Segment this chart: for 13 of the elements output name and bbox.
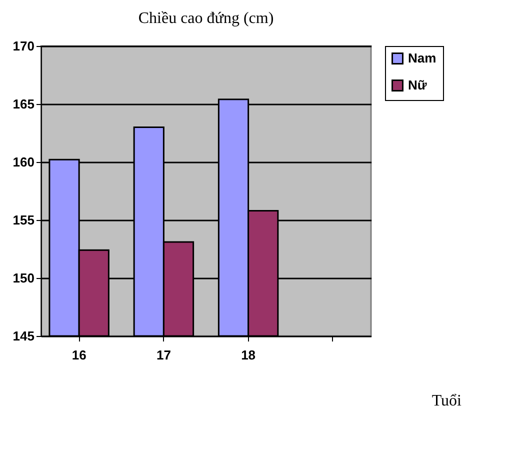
y-tick-label: 165 [12, 96, 34, 112]
chart-title: Chiều cao đứng (cm) [138, 10, 274, 27]
x-tick-label: 17 [156, 348, 171, 362]
x-tick-label: 16 [72, 348, 86, 362]
y-tick-label: 145 [12, 328, 34, 344]
x-axis-title: Tuổi [432, 392, 462, 410]
x-tick-label: 18 [241, 348, 256, 362]
y-tick-label: 155 [12, 212, 34, 228]
y-tick-label: 150 [12, 270, 34, 286]
legend-label: Nam [408, 50, 436, 66]
y-tick-label: 170 [12, 38, 34, 54]
y-tick-label: 160 [12, 154, 34, 170]
legend-label: Nữ [408, 78, 428, 92]
